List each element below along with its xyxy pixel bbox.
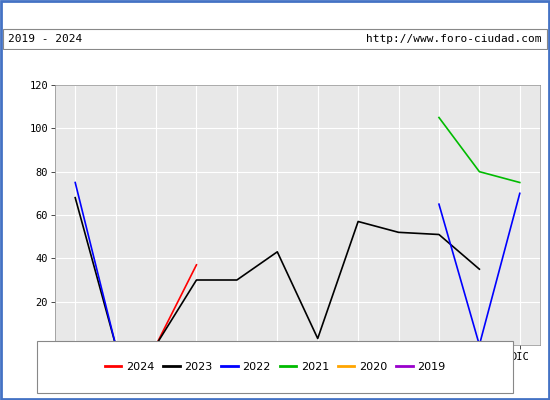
2023	[355, 219, 361, 224]
2023	[193, 278, 200, 282]
2024	[153, 342, 159, 347]
2021	[476, 169, 483, 174]
2023	[436, 232, 442, 237]
Line: 2022: 2022	[75, 182, 116, 345]
2023	[274, 250, 280, 254]
2023	[395, 230, 402, 235]
2024	[193, 262, 200, 267]
2022	[72, 180, 79, 185]
2021	[516, 180, 523, 185]
Text: http://www.foro-ciudad.com: http://www.foro-ciudad.com	[366, 34, 542, 44]
Text: 2019 - 2024: 2019 - 2024	[8, 34, 82, 44]
2023	[72, 195, 79, 200]
Legend: 2024, 2023, 2022, 2021, 2020, 2019: 2024, 2023, 2022, 2021, 2020, 2019	[100, 358, 450, 376]
2023	[234, 278, 240, 282]
Line: 2021: 2021	[439, 118, 520, 182]
2023	[153, 342, 159, 347]
2023	[476, 267, 483, 272]
2023	[112, 342, 119, 347]
2023	[315, 336, 321, 341]
2022	[112, 342, 119, 347]
2021	[436, 115, 442, 120]
Text: Evolucion Nº Turistas Extranjeros en el municipio de Horcajo de las Torres: Evolucion Nº Turistas Extranjeros en el …	[45, 8, 505, 20]
FancyBboxPatch shape	[37, 341, 513, 393]
Line: 2023: 2023	[75, 198, 480, 345]
Line: 2024: 2024	[156, 265, 196, 345]
